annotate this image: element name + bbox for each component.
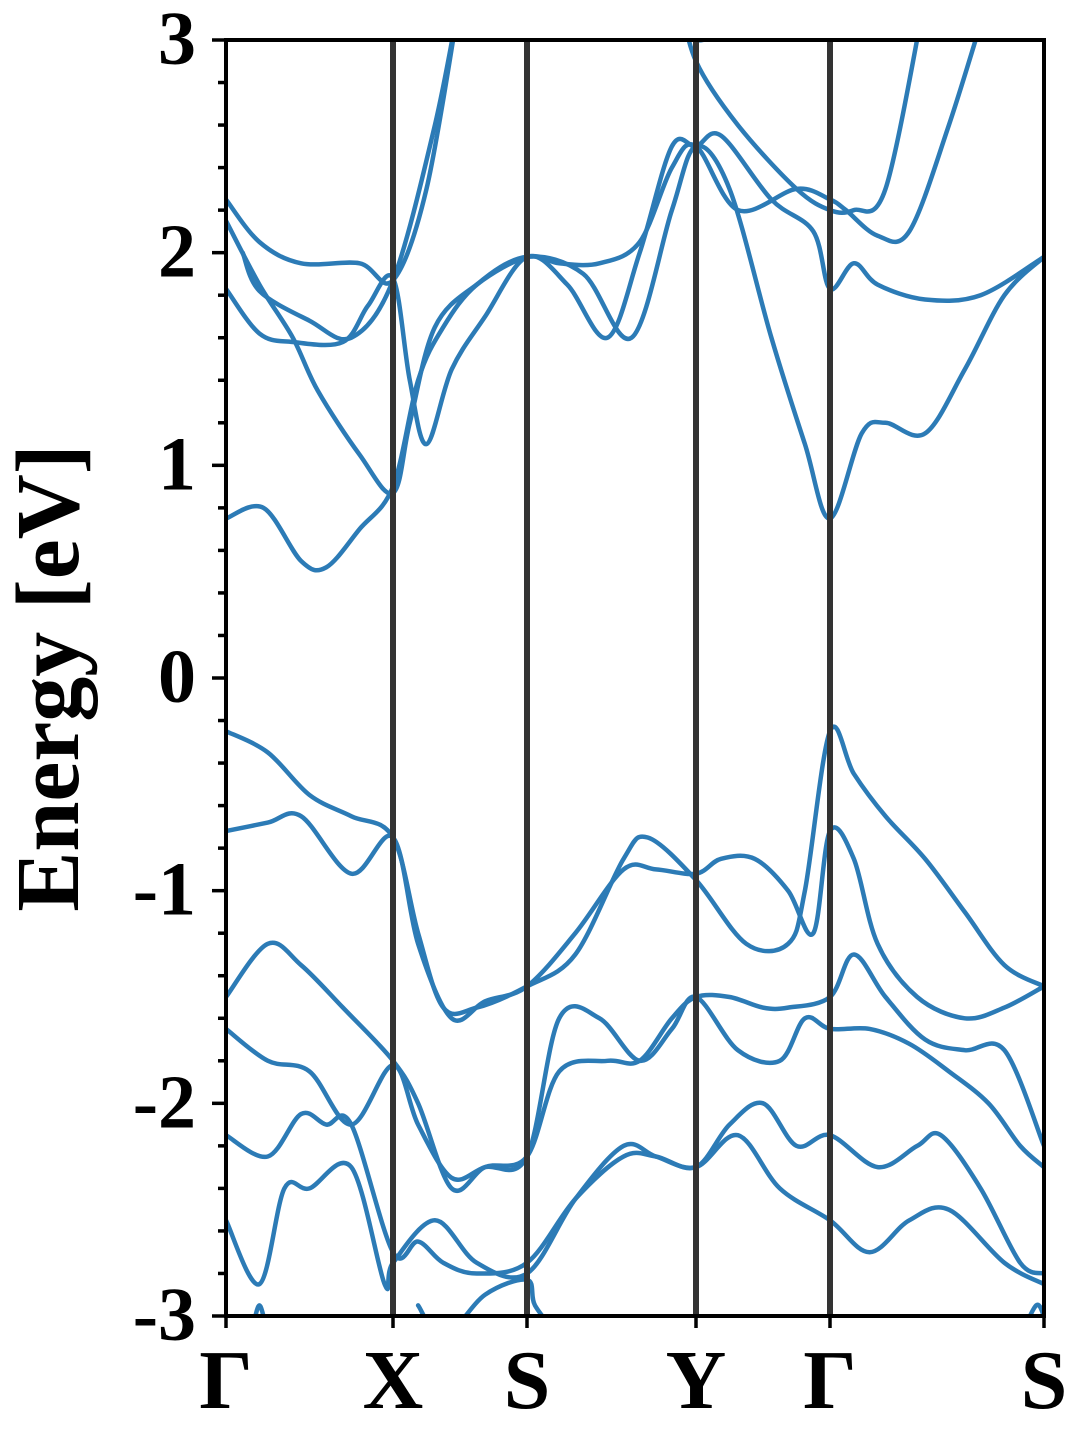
band-line-16	[1027, 1302, 1044, 1316]
x-tick-label-6: S	[1021, 1334, 1068, 1427]
band-line-14	[415, 1277, 546, 1316]
band-line-7	[691, 40, 711, 43]
y-tick-label: -2	[133, 1060, 196, 1144]
band-line-1	[226, 143, 1044, 573]
band-line-4	[226, 40, 456, 286]
band-lines	[226, 40, 1044, 1316]
y-tick-label: 0	[158, 635, 196, 719]
band-line-5	[240, 40, 455, 342]
band-line-2	[226, 131, 1044, 447]
band-line-9	[226, 811, 1044, 1023]
band-line-6	[686, 40, 920, 216]
x-tick-label-5: Γ	[803, 1334, 856, 1427]
y-axis-ticks: -3 -2 -1 0 1 2 3	[133, 0, 226, 1357]
y-axis-label: Energy [eV]	[0, 444, 98, 911]
x-tick-label-1: Γ	[199, 1334, 252, 1427]
band-line-3	[226, 40, 978, 496]
y-tick-label: 2	[158, 210, 196, 294]
high-symmetry-lines	[390, 40, 833, 1316]
y-tick-label: -3	[133, 1273, 196, 1357]
y-tick-label: -1	[133, 848, 196, 932]
x-tick-label-4: Y	[666, 1334, 727, 1427]
band-line-11	[226, 994, 1044, 1182]
y-tick-label: 3	[158, 0, 196, 81]
band-line-12	[226, 1100, 1044, 1276]
band-line-15	[253, 1303, 266, 1316]
band-line-10	[226, 940, 1044, 1193]
x-tick-label-3: S	[504, 1334, 551, 1427]
x-tick-label-2: X	[363, 1334, 424, 1427]
y-tick-label: 1	[158, 422, 196, 506]
band-line-13	[226, 1132, 1044, 1292]
